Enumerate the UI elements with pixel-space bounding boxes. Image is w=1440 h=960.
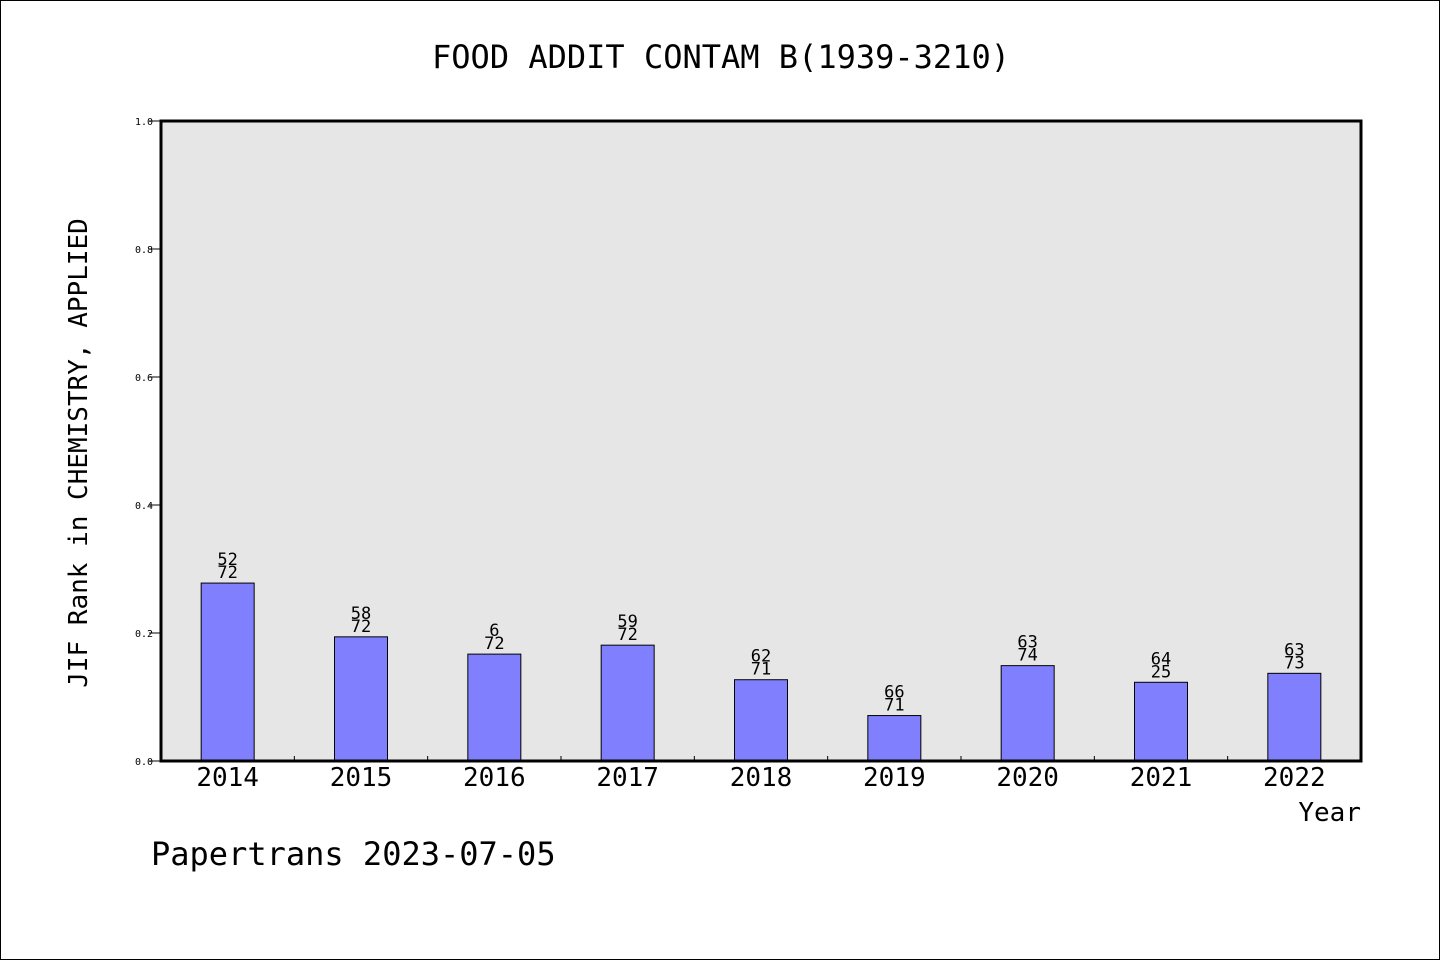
bar-2015 — [334, 636, 388, 762]
y-tick-label: 0.6 — [135, 373, 153, 384]
bar-label-bottom: 25 — [1151, 662, 1171, 682]
x-tick-label: 2019 — [863, 763, 926, 793]
bar-label-top: 58 — [351, 604, 371, 624]
y-tick-label: 1.0 — [135, 117, 153, 128]
y-tick-label: 0.0 — [135, 757, 153, 768]
bar-label-bottom: 71 — [884, 696, 904, 716]
x-tick-label: 2017 — [596, 763, 659, 793]
bar-2019 — [867, 715, 922, 762]
bar-label-bottom: 71 — [751, 660, 771, 680]
x-tick-label: 2014 — [196, 763, 259, 793]
bar-label-top: 59 — [617, 612, 637, 632]
y-tick-label: 0.8 — [135, 245, 153, 256]
bar-label-top: 62 — [751, 647, 771, 667]
y-axis-ticks: 0.0 0.2 0.4 0.6 0.8 1.0 — [135, 117, 161, 768]
bar-2016 — [467, 653, 522, 762]
footer-credit: Papertrans 2023-07-05 — [151, 835, 556, 873]
bar-label-top: 6 — [489, 621, 499, 641]
bar-label-top: 52 — [217, 550, 237, 570]
bar-label-top: 63 — [1284, 640, 1304, 660]
bar-2014 — [200, 582, 255, 762]
bar-label-bottom: 74 — [1017, 646, 1037, 666]
x-tick-label: 2021 — [1130, 763, 1193, 793]
bar-2018 — [734, 679, 788, 762]
x-tick-label: 2020 — [996, 763, 1059, 793]
bar-2017 — [600, 644, 655, 762]
bar-label-top: 64 — [1151, 649, 1171, 669]
x-tick-label: 2015 — [330, 763, 393, 793]
x-tick-label: 2016 — [463, 763, 526, 793]
x-tick-label: 2018 — [730, 763, 793, 793]
bar-label-bottom: 72 — [617, 625, 637, 645]
x-axis-label: Year — [1298, 798, 1361, 828]
bar-label-bottom: 72 — [484, 634, 504, 654]
x-axis-ticks: 2014 2015 2016 2017 2018 2019 2020 2021 2022 — [196, 756, 1326, 793]
bar-2022 — [1267, 672, 1322, 762]
y-axis-label: JIF Rank in CHEMISTRY, APPLIED — [64, 218, 94, 688]
bar-label-top: 63 — [1017, 633, 1037, 653]
bar-2021 — [1134, 681, 1188, 762]
bar-2020 — [1000, 665, 1055, 762]
plot-frame — [159, 119, 1363, 763]
bar-label-bottom: 72 — [351, 617, 371, 637]
bar-label-top: 66 — [884, 683, 904, 703]
bar-label-bottom: 72 — [217, 563, 237, 583]
bar-label-bottom: 73 — [1284, 653, 1304, 673]
y-tick-label: 0.2 — [135, 629, 153, 640]
chart-title: FOOD ADDIT CONTAM B(1939-3210) — [432, 38, 1010, 76]
bars — [200, 582, 1322, 762]
x-tick-label: 2022 — [1263, 763, 1326, 793]
y-tick-label: 0.4 — [135, 501, 153, 512]
